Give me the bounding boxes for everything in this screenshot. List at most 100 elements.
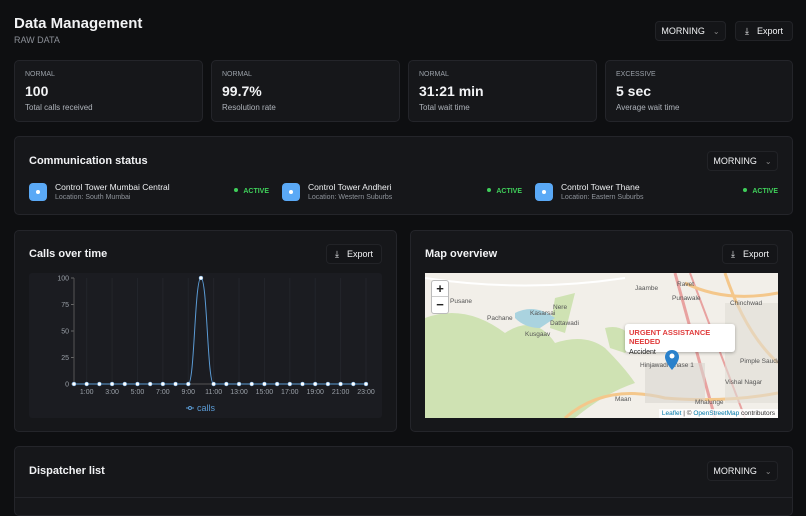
data-point bbox=[224, 381, 229, 387]
tower-item[interactable]: Control Tower Andheri Location: Western S… bbox=[282, 181, 522, 205]
data-point bbox=[160, 381, 166, 387]
data-point bbox=[312, 381, 318, 387]
map[interactable]: + − Jaambe Ravet Punawale Chinchwad Pusane Ne… bbox=[425, 273, 778, 418]
attribution-rest: contributors bbox=[739, 410, 775, 417]
stat-status: NORMAL bbox=[419, 71, 449, 78]
data-point bbox=[84, 381, 89, 387]
stat-status: NORMAL bbox=[25, 71, 55, 78]
status-badge: ACTIVE bbox=[743, 188, 778, 195]
dispatcher-period-select[interactable]: MORNING ⌄ bbox=[707, 461, 778, 481]
x-tick-label: 3:00 bbox=[105, 389, 119, 396]
osm-link[interactable]: OpenStreetMap bbox=[693, 410, 740, 417]
stat-value: 31:21 min bbox=[419, 83, 484, 99]
status-badge: ACTIVE bbox=[234, 188, 269, 195]
data-point bbox=[71, 381, 77, 387]
legend-label: calls bbox=[197, 403, 216, 413]
y-tick-label: 0 bbox=[65, 382, 69, 389]
tower-location: Location: Western Suburbs bbox=[308, 194, 393, 201]
x-tick-label: 7:00 bbox=[156, 389, 170, 396]
tower-icon bbox=[535, 183, 553, 201]
map-title: Map overview bbox=[425, 248, 498, 260]
tower-item[interactable]: Control Tower Thane Location: Eastern Sub… bbox=[535, 181, 778, 205]
data-point bbox=[109, 381, 115, 387]
calls-title: Calls over time bbox=[29, 248, 108, 260]
popup-text: Accident bbox=[629, 349, 656, 356]
data-point bbox=[249, 381, 254, 387]
map-place-label: Maan bbox=[615, 396, 632, 403]
y-tick-label: 100 bbox=[57, 276, 69, 283]
map-place-label: Chinchwad bbox=[730, 300, 763, 307]
calls-export-button[interactable]: ⤓ Export bbox=[326, 244, 382, 264]
export-label: Export bbox=[346, 249, 373, 259]
communication-period-select[interactable]: MORNING ⌄ bbox=[707, 151, 778, 171]
map-place-label: Dattawadi bbox=[550, 320, 579, 327]
map-place-label: Hinjawadi Phase 1 bbox=[640, 362, 694, 369]
zoom-out-button[interactable]: − bbox=[436, 297, 444, 312]
legend-marker bbox=[188, 406, 192, 410]
x-tick-label: 19:00 bbox=[306, 389, 324, 396]
zoom-controls: + − bbox=[431, 280, 449, 314]
divider bbox=[15, 497, 792, 498]
map-place-label: Pachane bbox=[487, 315, 513, 322]
map-export-button[interactable]: ⤓ Export bbox=[722, 244, 778, 264]
y-tick-label: 75 bbox=[61, 302, 69, 309]
download-icon: ⤓ bbox=[731, 248, 735, 259]
map-place-label: Mhalunge bbox=[695, 399, 724, 406]
dispatcher-title: Dispatcher list bbox=[29, 465, 105, 477]
map-place-label: Pusane bbox=[450, 298, 473, 305]
data-point bbox=[147, 381, 153, 387]
stat-label: Resolution rate bbox=[222, 103, 276, 112]
download-icon: ⤓ bbox=[745, 25, 749, 36]
attribution-sep: | © bbox=[681, 410, 694, 417]
data-point bbox=[97, 381, 102, 387]
stat-card-total-wait: NORMAL 31:21 min Total wait time bbox=[408, 60, 597, 122]
tower-name: Control Tower Andheri bbox=[308, 182, 392, 192]
download-icon: ⤓ bbox=[335, 248, 339, 259]
leaflet-link[interactable]: Leaflet bbox=[661, 410, 682, 417]
export-button[interactable]: ⤓ Export bbox=[735, 21, 793, 41]
data-point bbox=[363, 381, 369, 387]
stat-status: EXCESSIVE bbox=[616, 71, 656, 78]
map-place-label: Vishal Nagar bbox=[725, 379, 763, 386]
map-place-label: Pimple Saudagar bbox=[740, 358, 778, 365]
data-point bbox=[211, 381, 216, 387]
stat-label: Total wait time bbox=[419, 103, 470, 112]
map-marker-icon[interactable] bbox=[665, 350, 679, 370]
tower-icon bbox=[282, 183, 300, 201]
data-point bbox=[274, 381, 280, 387]
data-point bbox=[173, 381, 178, 387]
x-tick-label: 5:00 bbox=[131, 389, 145, 396]
export-label: Export bbox=[742, 249, 769, 259]
map-place-label: Ravet bbox=[677, 281, 694, 288]
tower-icon bbox=[29, 183, 47, 201]
chevron-down-icon: ⌄ bbox=[764, 156, 772, 166]
tower-item[interactable]: Control Tower Mumbai Central Location: So… bbox=[29, 181, 269, 205]
x-tick-label: 11:00 bbox=[205, 389, 222, 396]
data-point bbox=[122, 381, 128, 387]
data-point bbox=[186, 381, 191, 387]
y-tick-label: 25 bbox=[61, 355, 69, 362]
period-value: MORNING bbox=[661, 26, 705, 36]
popup-title: URGENT ASSISTANCE NEEDED bbox=[629, 328, 711, 346]
stat-label: Average wait time bbox=[616, 103, 680, 112]
x-tick-label: 17:00 bbox=[281, 389, 299, 396]
tower-name: Control Tower Mumbai Central bbox=[55, 182, 170, 192]
chevron-down-icon: ⌄ bbox=[712, 26, 720, 36]
communication-title: Communication status bbox=[29, 155, 148, 167]
data-point bbox=[338, 381, 343, 387]
map-place-label: Nere bbox=[553, 304, 568, 311]
map-attribution: Leaflet | © OpenStreetMap contributors bbox=[658, 409, 778, 418]
zoom-in-button[interactable]: + bbox=[432, 281, 448, 297]
period-select[interactable]: MORNING ⌄ bbox=[655, 21, 726, 41]
data-point bbox=[287, 381, 293, 387]
communication-status-card bbox=[14, 136, 793, 215]
stat-card-calls: NORMAL 100 Total calls received bbox=[14, 60, 203, 122]
data-point bbox=[236, 381, 242, 387]
x-tick-label: 13:00 bbox=[230, 389, 248, 396]
stat-value: 100 bbox=[25, 83, 49, 99]
data-point bbox=[135, 381, 140, 387]
period-value: MORNING bbox=[713, 156, 757, 166]
dispatcher-list-card bbox=[14, 446, 793, 516]
y-tick-label: 50 bbox=[61, 329, 69, 336]
calls-chart: 0 25 50 75 100 1:00 3:00 5:00 7:00 9:00 11:00 13:00… bbox=[29, 273, 382, 418]
